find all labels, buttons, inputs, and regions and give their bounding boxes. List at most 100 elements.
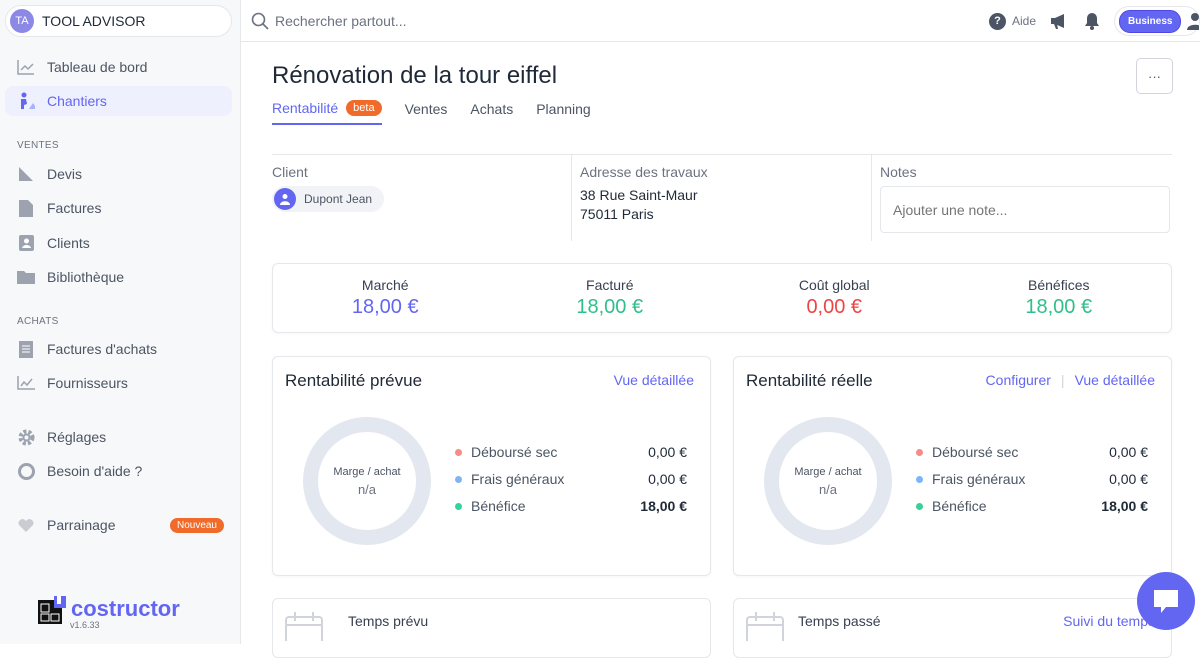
search-icon — [251, 12, 269, 30]
sidebar-item-factures-achats[interactable]: Factures d'achats — [5, 334, 232, 364]
sidebar-item-devis[interactable]: Devis — [5, 159, 232, 189]
brand-name: costructor — [71, 596, 180, 621]
organization-switcher[interactable]: TA TOOL ADVISOR — [5, 5, 232, 37]
kpi-item: Facturé 18,00 € — [498, 264, 723, 332]
kpi-summary: Marché 18,00 € Facturé 18,00 € Coût global 0,… — [272, 263, 1172, 333]
org-avatar: TA — [10, 9, 34, 33]
kpi-label: Bénéfices — [1028, 277, 1090, 293]
calendar-icon — [746, 612, 784, 641]
notes-input[interactable] — [880, 186, 1170, 233]
kpi-item: Marché 18,00 € — [273, 264, 498, 332]
legend-item: Frais généraux 0,00 € — [916, 471, 1148, 487]
more-options-button[interactable]: ··· — [1136, 58, 1173, 94]
bell-icon[interactable] — [1084, 12, 1100, 30]
margin-donut: Marge / achat n/a — [764, 417, 892, 545]
new-badge: Nouveau — [169, 517, 224, 533]
kpi-value: 18,00 € — [351, 296, 419, 318]
legend-dot — [455, 502, 462, 510]
sidebar-item-factures[interactable]: Factures — [5, 193, 232, 223]
help-icon — [17, 462, 35, 480]
card-title: Rentabilité réelle — [746, 371, 873, 390]
chat-button[interactable] — [1137, 572, 1195, 630]
legend-dot — [916, 475, 923, 483]
card-title: Rentabilité prévue — [285, 371, 423, 390]
configurer-link[interactable]: Configurer — [985, 372, 1051, 388]
tab-planning[interactable]: Planning — [536, 101, 591, 117]
legend-dot — [455, 475, 462, 483]
rentabilite-prevue-card: Rentabilité prévue Vue détaillée Marge /… — [272, 356, 711, 576]
avatar — [274, 188, 296, 210]
legend-item: Déboursé sec 0,00 € — [455, 444, 687, 460]
heart-icon — [17, 516, 35, 534]
ruler-icon — [17, 165, 35, 183]
question-icon: ? — [988, 12, 1006, 30]
sidebar-item-fournisseurs[interactable]: Fournisseurs — [5, 368, 232, 398]
rentabilite-reelle-card: Rentabilité réelle Configurer | Vue détail… — [733, 356, 1172, 576]
legend-item: Frais généraux 0,00 € — [455, 471, 687, 487]
legend-item: Bénéfice 18,00 € — [455, 498, 687, 514]
client-chip[interactable]: Dupont Jean — [272, 186, 385, 212]
sidebar-item-parrainage[interactable]: Parrainage Nouveau — [5, 510, 232, 540]
legend-dot — [916, 502, 923, 510]
address-label: Adresse des travaux — [580, 164, 708, 180]
legend-dot — [916, 448, 923, 456]
kpi-value: 18,00 € — [576, 296, 644, 318]
sidebar-item-bibliotheque[interactable]: Bibliothèque — [5, 262, 232, 292]
kpi-label: Facturé — [586, 277, 634, 293]
megaphone-icon[interactable] — [1050, 13, 1068, 29]
legend-item: Déboursé sec 0,00 € — [916, 444, 1148, 460]
kpi-label: Coût global — [798, 277, 870, 293]
file-icon — [17, 199, 35, 217]
kpi-item: Bénéfices 18,00 € — [947, 264, 1172, 332]
vue-detaillee-link[interactable]: Vue détaillée — [613, 372, 694, 388]
tab-achats[interactable]: Achats — [470, 101, 514, 117]
sidebar: TA TOOL ADVISOR Tableau de bord Chantier… — [0, 0, 241, 644]
chart-line-icon — [17, 58, 35, 76]
org-name: TOOL ADVISOR — [42, 13, 146, 29]
legend-dot — [455, 448, 462, 456]
sidebar-item-clients[interactable]: Clients — [5, 228, 232, 258]
section-achats: ACHATS — [17, 316, 59, 327]
address-line1: 38 Rue Saint-Maur — [580, 187, 698, 203]
legend-item: Bénéfice 18,00 € — [916, 498, 1148, 514]
version: v1.6.33 — [70, 620, 100, 630]
margin-donut: Marge / achat n/a — [303, 417, 431, 545]
tab-ventes[interactable]: Ventes — [404, 101, 448, 117]
address-line2: 75011 Paris — [580, 206, 654, 222]
page-title: Rénovation de la tour eiffel — [272, 62, 558, 89]
project-info: Client Dupont Jean Adresse des travaux 3… — [272, 154, 1172, 241]
kpi-label: Marché — [361, 277, 409, 293]
sidebar-item-reglages[interactable]: Réglages — [5, 422, 232, 452]
section-ventes: VENTES — [17, 140, 59, 151]
kpi-value: 18,00 € — [1025, 296, 1093, 318]
calendar-icon — [285, 612, 323, 641]
sidebar-item-aide[interactable]: Besoin d'aide ? — [5, 456, 232, 486]
receipt-icon — [17, 340, 35, 358]
sidebar-item-chantiers[interactable]: Chantiers — [5, 86, 232, 116]
costructor-logo: costructor v1.6.33 — [38, 596, 180, 630]
chart-icon — [17, 374, 35, 392]
temps-passe-card: Temps passé Suivi du temps — [733, 598, 1172, 658]
vue-detaillee-link[interactable]: Vue détaillée — [1074, 372, 1155, 388]
contact-book-icon — [17, 234, 35, 252]
kpi-value: 0,00 € — [806, 296, 863, 318]
tab-rentabilite[interactable]: Rentabilité beta — [272, 100, 382, 125]
suivi-du-temps-link[interactable]: Suivi du temps — [1063, 613, 1155, 629]
client-label: Client — [272, 164, 308, 180]
worker-icon — [17, 92, 35, 110]
sidebar-item-tableau-de-bord[interactable]: Tableau de bord — [5, 52, 232, 82]
folder-icon — [17, 268, 35, 286]
notes-label: Notes — [880, 164, 917, 180]
search-input[interactable]: Rechercher partout... — [251, 12, 851, 30]
user-menu[interactable]: Business — [1114, 6, 1200, 36]
plan-badge: Business — [1119, 9, 1182, 33]
beta-badge: beta — [346, 100, 382, 116]
tabs: Rentabilité beta Ventes Achats Planning — [272, 100, 614, 125]
help-button[interactable]: ? Aide — [988, 12, 1036, 30]
kpi-item: Coût global 0,00 € — [722, 264, 947, 332]
user-icon — [1187, 13, 1199, 30]
logo-mark-icon — [38, 596, 66, 624]
temps-prevu-card: Temps prévu — [272, 598, 711, 658]
topbar: Rechercher partout... ? Aide Business — [241, 0, 1200, 42]
gear-icon — [17, 428, 35, 446]
